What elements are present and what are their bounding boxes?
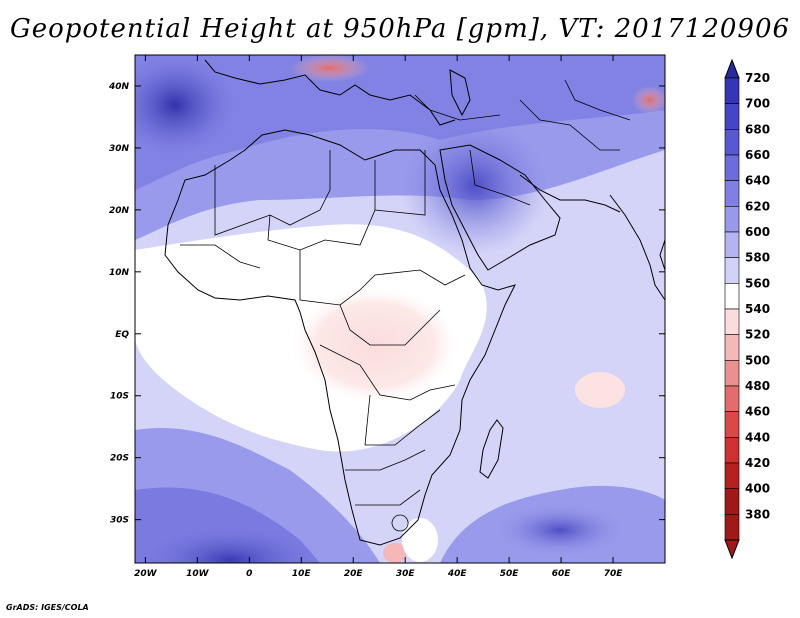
colorbar-label: 540 — [745, 302, 770, 316]
field-indian-low — [575, 372, 625, 408]
border-line — [519, 99, 620, 151]
colorbar-swatch — [724, 257, 740, 284]
field-sw-high — [140, 525, 320, 563]
colorbar-label: 440 — [745, 430, 770, 444]
colorbar-swatch — [724, 385, 740, 412]
lon-tick-label: 30E — [396, 569, 416, 579]
border-line — [299, 250, 466, 306]
arabia-coast — [439, 144, 561, 271]
colorbar-max-arrow — [724, 58, 740, 79]
geopotential-map: 40N 30N 20N 10N EQ 10S 20S 30S 20W 10W 0 10E 20E 30E 4… — [108, 54, 770, 579]
colorbar-swatch — [724, 154, 740, 181]
colorbar-swatch — [724, 514, 740, 541]
colorbar-min-arrow — [724, 539, 740, 560]
field-asia-low — [632, 86, 665, 114]
field-se-high — [490, 502, 630, 558]
lat-tick-label: 30N — [109, 144, 130, 154]
colorbar-swatch — [724, 231, 740, 258]
axis-ticks: 40N 30N 20N 10N EQ 10S 20S 30S 20W 10W 0 10E 20E 30E 4… — [108, 55, 665, 579]
colorbar-swatch — [724, 206, 740, 233]
colorbar-label: 400 — [745, 482, 770, 496]
border-line — [214, 150, 331, 236]
lat-tick-label: 10N — [109, 268, 130, 278]
colorbar-label: 700 — [745, 97, 770, 111]
map-title: Geopotential Height at 950hPa [gpm], VT:… — [9, 14, 791, 44]
lon-tick-label: 50E — [500, 569, 520, 579]
field-layer — [135, 55, 665, 563]
field-nw-high — [135, 55, 235, 155]
colorbar-label: 660 — [745, 148, 770, 162]
colorbar-swatch — [724, 103, 740, 130]
colorbar-label: 620 — [745, 199, 770, 213]
india-coast — [609, 194, 665, 301]
colorbar-label: 380 — [745, 507, 770, 521]
border-line — [564, 79, 631, 121]
lon-tick-label: 40E — [447, 569, 468, 579]
colorbar-label: 580 — [745, 251, 770, 265]
field-europe-low — [290, 55, 370, 82]
border-line — [391, 514, 409, 532]
border-line — [339, 304, 441, 346]
colorbar-swatch — [724, 462, 740, 489]
lat-tick-label: EQ — [115, 330, 129, 340]
africa-coast — [164, 129, 516, 546]
india-coast-east — [659, 239, 665, 271]
madagascar-coast — [479, 419, 504, 479]
colorbar-label: 600 — [745, 225, 770, 239]
border-line — [345, 449, 426, 471]
colorbar-label: 720 — [745, 71, 770, 85]
border-line — [319, 344, 456, 401]
colorbar-swatch — [724, 77, 740, 104]
colorbar-label: 460 — [745, 405, 770, 419]
colorbar-swatch — [724, 334, 740, 361]
border-line — [355, 489, 421, 506]
colorbar-label: 680 — [745, 122, 770, 136]
colorbar-swatch — [724, 283, 740, 310]
colorbar: 720 700 680 660 640 620 600 580 560 540 520 500 480 4… — [724, 58, 770, 560]
colorbar-swatch — [724, 437, 740, 464]
lon-tick-label: 70E — [604, 569, 624, 579]
border-line — [374, 150, 426, 216]
borders — [180, 79, 631, 532]
lon-tick-label: 20W — [134, 569, 158, 579]
colorbar-label: 480 — [745, 379, 770, 393]
lat-tick-label: 30S — [110, 516, 129, 526]
colorbar-swatch — [724, 308, 740, 335]
coastlines — [164, 59, 665, 546]
colorbar-label: 560 — [745, 276, 770, 290]
border-line — [364, 394, 441, 446]
europe-coast — [204, 59, 456, 126]
lat-tick-label: 20N — [109, 206, 130, 216]
colorbar-swatch — [724, 360, 740, 387]
grads-credit: GrADS: IGES/COLA — [6, 603, 89, 612]
colorbar-swatch — [724, 411, 740, 438]
lat-tick-label: 20S — [110, 454, 129, 464]
colorbar-label: 500 — [745, 353, 770, 367]
colorbar-label: 520 — [745, 328, 770, 342]
map-frame — [134, 54, 666, 564]
colorbar-swatch — [724, 180, 740, 207]
field-sa-white — [402, 518, 438, 562]
border-line — [469, 149, 531, 206]
colorbar-swatch — [724, 129, 740, 156]
colorbar-label: 420 — [745, 456, 770, 470]
iran-coast — [519, 174, 621, 213]
caspian-coast — [449, 69, 471, 117]
colorbar-swatch — [724, 488, 740, 515]
border-line — [180, 244, 261, 269]
border-line — [414, 94, 501, 121]
field-north-inner — [135, 55, 665, 190]
lat-tick-label: 40N — [108, 82, 130, 92]
lon-tick-label: 20E — [344, 569, 364, 579]
lat-tick-label: 10S — [110, 392, 129, 402]
field-sa-low — [383, 543, 407, 563]
lon-tick-label: 10W — [186, 569, 210, 579]
lon-tick-label: 60E — [552, 569, 572, 579]
colorbar-label: 640 — [745, 174, 770, 188]
lon-tick-label: 0 — [246, 569, 252, 579]
lon-tick-label: 10E — [292, 569, 312, 579]
